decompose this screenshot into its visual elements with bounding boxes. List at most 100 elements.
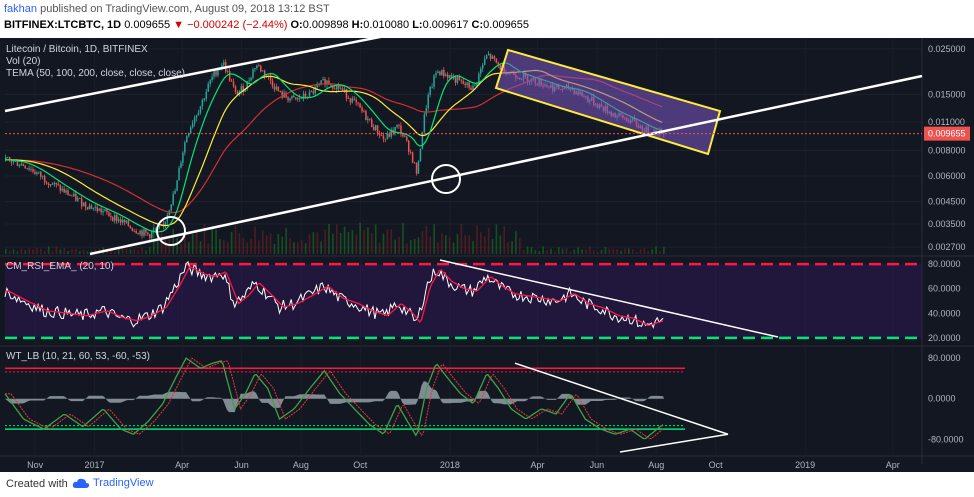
- wt-tick-label: -80.0000: [928, 434, 964, 444]
- wt-line: [4, 357, 664, 440]
- volume-bar: [316, 232, 319, 254]
- open-value: 0.009898: [302, 19, 349, 31]
- chart-area[interactable]: 0.002700 0.003500 0.004500 0.006000 0.008000…: [0, 38, 974, 472]
- candle: [256, 65, 258, 69]
- volume-bar: [631, 249, 634, 254]
- candle: [261, 70, 264, 72]
- volume-bar: [133, 249, 136, 254]
- candle: [378, 133, 381, 136]
- candle: [184, 142, 186, 153]
- candle: [228, 70, 231, 81]
- volume-bar: [448, 236, 451, 254]
- low-label: L:: [412, 19, 423, 31]
- candle: [36, 172, 38, 175]
- volume-bar: [215, 229, 217, 254]
- volume-bar: [152, 223, 155, 254]
- low-circle: [431, 164, 461, 194]
- candle: [82, 202, 85, 207]
- volume-bar: [409, 239, 412, 254]
- volume-bar: [585, 249, 587, 254]
- candle: [28, 168, 30, 170]
- candle: [347, 98, 350, 100]
- volume-bar: [308, 234, 311, 254]
- candle: [38, 171, 40, 173]
- candle: [427, 94, 429, 109]
- candle: [189, 127, 192, 134]
- rsi-tick-label: 20.0000: [928, 333, 961, 343]
- volume-bar: [437, 242, 439, 254]
- volume-bar: [386, 229, 389, 254]
- volume-bar: [530, 247, 533, 254]
- candle: [178, 168, 180, 181]
- volume-bar: [507, 242, 509, 254]
- candle: [367, 118, 369, 121]
- volume-bar: [398, 237, 400, 254]
- time-tick-label: Oct: [709, 460, 724, 470]
- volume-bar: [565, 248, 568, 254]
- rsi-tick-label: 60.0000: [928, 284, 961, 294]
- volume-bar: [382, 233, 385, 254]
- candle: [182, 152, 184, 163]
- candle: [170, 204, 172, 211]
- candle: [472, 85, 474, 91]
- rsi-trendline: [439, 259, 779, 338]
- close-label: C:: [471, 19, 484, 31]
- time-tick-label: Jun: [590, 460, 605, 470]
- wt-tick-label: 80.0000: [928, 353, 961, 363]
- candle: [203, 98, 206, 100]
- volume-bar: [550, 248, 552, 254]
- candle: [425, 108, 428, 115]
- price-tick-label: 0.006000: [928, 171, 966, 181]
- volume-bar: [624, 248, 626, 254]
- candle: [382, 135, 385, 139]
- candle: [186, 136, 188, 143]
- candle: [158, 225, 161, 227]
- candle: [123, 219, 126, 223]
- candle: [108, 212, 110, 216]
- candle: [77, 198, 79, 201]
- volume-bar: [452, 242, 455, 254]
- author-link[interactable]: fakhan: [4, 3, 38, 15]
- candle: [332, 85, 334, 89]
- price-tick-label: 0.025000: [928, 44, 966, 54]
- volume-bar: [203, 224, 206, 254]
- candle: [499, 64, 502, 70]
- volume-bar: [285, 228, 287, 254]
- price-title: Litecoin / Bitcoin, 1D, BITFINEX: [6, 44, 148, 55]
- candle: [14, 160, 17, 162]
- candle: [59, 185, 62, 191]
- volume-bar: [441, 233, 443, 254]
- candle: [330, 84, 332, 86]
- volume-bar: [242, 237, 245, 254]
- candle: [466, 82, 468, 86]
- volume-bar: [413, 238, 416, 254]
- volume-bar: [561, 248, 564, 254]
- volume-bar: [608, 248, 611, 254]
- volume-bar: [581, 249, 583, 254]
- candle: [355, 99, 357, 103]
- volume-bar: [569, 251, 572, 254]
- chart-canvas[interactable]: 0.002700 0.003500 0.004500 0.006000 0.008000…: [0, 38, 974, 472]
- candle: [363, 111, 365, 112]
- candle: [213, 70, 215, 77]
- wt-histogram: [5, 381, 664, 413]
- candle: [408, 140, 410, 153]
- volume-bar: [417, 237, 420, 254]
- tradingview-link[interactable]: TradingView: [93, 477, 154, 489]
- open-label: O:: [290, 19, 303, 31]
- volume-bar: [180, 243, 182, 254]
- candle: [121, 219, 124, 223]
- symbol-label: BITFINEX:LTCBTC, 1D: [4, 19, 122, 31]
- volume-bar: [647, 251, 650, 254]
- candle: [308, 91, 311, 98]
- candle: [462, 81, 465, 84]
- candle: [129, 226, 132, 228]
- volume-bar: [503, 226, 506, 254]
- candle: [374, 125, 377, 131]
- volume-bar: [219, 238, 221, 254]
- volume-legend: Vol (20): [6, 56, 40, 67]
- volume-bar: [75, 248, 77, 254]
- volume-bar: [557, 247, 560, 254]
- candle: [139, 230, 141, 235]
- volume-bar: [363, 229, 365, 254]
